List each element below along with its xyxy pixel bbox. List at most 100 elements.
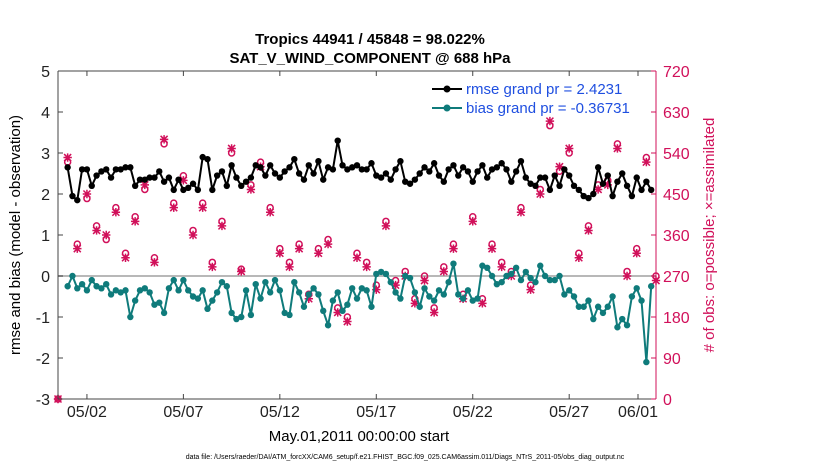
bias-point: [532, 278, 539, 286]
rmse-point: [522, 174, 529, 181]
bias-point: [165, 285, 173, 292]
obs-assimilated-marker: [140, 180, 150, 190]
bias-point: [633, 285, 640, 292]
rmse-point: [358, 166, 366, 173]
obs-assimilated-marker: [545, 116, 555, 126]
obs-assimilated-marker: [102, 230, 111, 240]
bias-point: [609, 293, 616, 300]
y-right-tick-label: 540: [663, 146, 690, 163]
bias-point: [281, 309, 288, 317]
x-tick-label: 05/17: [356, 404, 396, 421]
legend-rmse-marker: [443, 85, 451, 93]
rmse-point: [122, 164, 129, 171]
rmse-point: [416, 170, 423, 177]
x-tick-label: 05/07: [163, 404, 203, 421]
obs-assimilated-marker: [246, 185, 256, 194]
bias-point: [83, 287, 91, 294]
y-right-tick-label: 0: [663, 392, 672, 409]
bias-point: [474, 295, 481, 302]
bias-point: [320, 307, 327, 315]
bias-point: [74, 285, 81, 292]
bias-point: [512, 264, 520, 271]
rmse-point: [315, 158, 322, 165]
obs-assimilated-marker: [294, 244, 304, 253]
bias-point: [107, 291, 115, 298]
bias-point: [619, 315, 626, 323]
obs-assimilated-marker: [584, 226, 593, 235]
obs-assimilated-marker: [92, 226, 101, 235]
obs-assimilated-marker: [198, 203, 207, 212]
rmse-point: [484, 174, 491, 181]
rmse-point: [271, 170, 279, 177]
bias-point: [334, 289, 341, 296]
rmse-point: [252, 162, 259, 169]
obs-assimilated-marker: [82, 189, 92, 199]
bias-point: [189, 293, 197, 300]
rmse-point: [305, 162, 312, 169]
bias-point: [141, 285, 149, 292]
rmse-point: [377, 174, 385, 181]
rmse-point: [508, 178, 515, 185]
rmse-point: [209, 186, 216, 194]
rmse-point: [638, 186, 645, 194]
obs-assimilated-marker: [410, 299, 420, 308]
bias-point: [324, 322, 332, 329]
bias-point: [426, 293, 433, 300]
rmse-point: [517, 158, 525, 165]
rmse-point: [348, 164, 356, 171]
rmse-point: [368, 160, 375, 167]
rmse-point: [199, 153, 206, 161]
bias-point: [160, 309, 168, 317]
bias-point: [112, 287, 120, 294]
bias-point: [421, 285, 428, 292]
rmse-point: [402, 178, 409, 185]
rmse-point: [242, 178, 250, 185]
rmse-point: [329, 166, 337, 173]
bias-point: [469, 297, 476, 304]
bias-point: [180, 276, 187, 284]
bias-point: [570, 293, 578, 300]
bias-point: [594, 303, 602, 310]
bias-point: [590, 315, 597, 323]
rmse-point: [228, 162, 235, 169]
bias-point: [98, 285, 105, 292]
rmse-point: [397, 158, 404, 165]
rmse-point: [112, 166, 120, 173]
bias-point: [88, 276, 95, 284]
bias-point: [242, 287, 250, 294]
rmse-point: [585, 194, 592, 202]
bias-point: [368, 303, 375, 310]
rmse-point: [604, 172, 611, 179]
obs-assimilated-marker: [536, 189, 545, 199]
rmse-point: [575, 186, 583, 194]
rmse-point: [141, 176, 149, 183]
rmse-point: [594, 164, 602, 171]
bias-point: [286, 311, 293, 319]
rmse-point: [93, 172, 100, 179]
rmse-point: [619, 170, 626, 177]
rmse-point: [286, 164, 293, 171]
obs-assimilated-marker: [130, 217, 140, 226]
rmse-point: [194, 186, 202, 194]
x-tick-label: 05/02: [67, 404, 107, 421]
bias-point: [546, 276, 554, 284]
rmse-point: [503, 166, 510, 173]
obs-assimilated-marker: [372, 285, 381, 294]
rmse-point: [180, 186, 187, 194]
rmse-point: [64, 164, 71, 171]
rmse-point: [262, 172, 269, 179]
bias-point: [363, 287, 370, 294]
rmse-point: [88, 182, 95, 189]
bias-point: [204, 305, 211, 312]
obs-assimilated-marker: [121, 253, 130, 262]
bias-point: [647, 283, 655, 290]
y-right-tick-label: 720: [663, 64, 690, 81]
bias-point: [78, 281, 86, 288]
y-left-tick-label: -1: [36, 310, 50, 327]
obs-assimilated-marker: [188, 230, 198, 240]
rmse-point: [213, 172, 221, 179]
bias-point: [628, 293, 636, 300]
rmse-point: [218, 168, 226, 175]
y-right-tick-label: 90: [663, 351, 681, 368]
